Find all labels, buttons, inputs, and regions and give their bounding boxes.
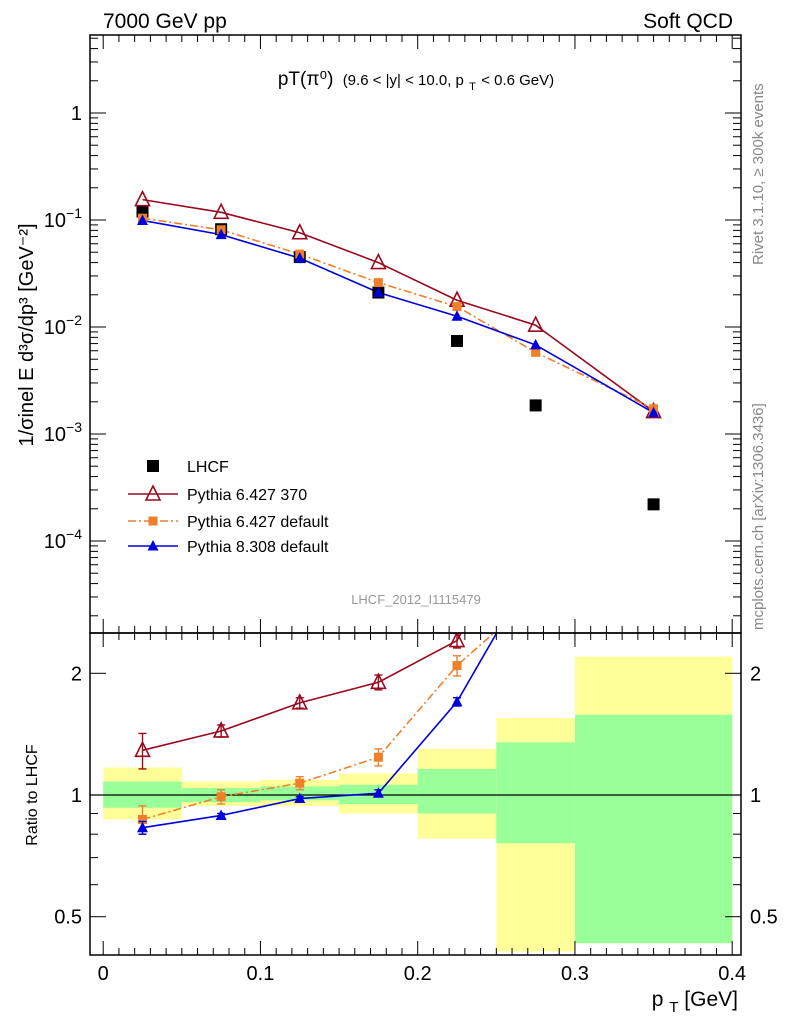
data-point [212,202,230,220]
data-point [144,484,162,501]
data-point [647,436,661,450]
x-axis-label: p T [GeV] [652,988,738,1017]
data-point [147,460,159,472]
ratio-y-tick-label-right: 1 [750,785,761,807]
data-point [530,338,542,350]
source-label: mcplots.cern.ch [arXiv:1306.3436] [750,403,767,630]
data-point [531,592,540,601]
data-point [134,189,151,207]
x-tick-label: 0.3 [561,963,589,985]
ratio-y-tick-label-right: 2 [750,663,761,685]
y-tick-label: 10−2 [44,312,82,339]
uncertainty-band-inner [417,768,497,814]
legend-label: Pythia 6.427 370 [187,487,307,504]
data-point [529,485,543,499]
ratio-y-tick-label: 2 [71,663,82,685]
plot-title-cuts-end: < 0.6 GeV) [481,72,554,89]
data-point [134,740,151,758]
data-point [451,334,464,347]
legend: LHCF Pythia 6.427 370 Pythia 6.427 default… [128,459,329,556]
data-point [648,442,659,453]
data-point [373,278,383,288]
x-tick-label: 0 [98,963,109,985]
data-point [215,809,227,820]
data-point [215,228,227,240]
data-point [648,406,660,418]
process-label: Soft QCD [643,10,733,33]
data-point [148,516,158,526]
plot-title-cuts: (9.6 < |y| < 10.0, p [343,72,464,89]
data-point [291,222,309,240]
data-point [294,792,306,804]
uncertainty-band-inner [574,714,733,944]
y-tick-label: 10−4 [44,526,82,553]
rivet-label: Rivet 3.1.10, ≥ 300k events [750,83,767,265]
data-point [291,693,309,710]
y-tick-label: 10−1 [44,205,82,232]
ratio-y-tick-label: 1 [71,785,82,807]
main-plot: 1 10−1 10−2 10−3 10−4 pT(π⁰) (9.6 < |y| < 10… [16,34,742,634]
x-tick-label: 0.2 [404,963,432,985]
y-axis-label: 1/σinel E d³σ/dp³ [GeV⁻²] [16,223,38,446]
series-line [142,217,654,410]
ratio-y-label: Ratio to LHCF [24,744,41,846]
data-point [372,787,384,798]
legend-label: LHCF [187,459,229,476]
ratio-y-tick-label: 0.5 [54,907,82,929]
y-tick-label: 1 [71,103,82,125]
series-line [142,198,655,413]
data-point [370,252,387,270]
x-axis-label-unit: [GeV] [684,988,738,1011]
data-point [373,752,383,762]
ratio-plot-frame [89,632,742,956]
data-point [295,778,305,788]
data-point [294,252,306,263]
uncertainty-band-inner [496,742,575,844]
ratio-plot: 0.5 0.5 1 1 2 2 0 0.1 0.2 0.3 0.4 Ratio to LHCF p … [24,430,778,1017]
data-point [147,540,159,551]
legend-label: Pythia 6.427 default [187,514,329,531]
ratio-y-tick-label-right: 0.5 [750,907,778,929]
data-point [370,672,387,690]
data-point [451,310,463,321]
x-tick-label: 0.1 [247,963,275,985]
x-tick-label: 0.4 [718,963,746,985]
x-axis-label-sub: T [669,999,678,1016]
data-point [137,214,149,225]
data-point [531,347,541,357]
data-point [212,721,230,738]
energy-label: 7000 GeV pp [103,10,227,33]
data-point [216,792,226,802]
legend-label: Pythia 8.308 default [187,539,329,556]
data-point [452,661,462,671]
data-point [530,559,541,570]
plot-title: pT(π⁰) (9.6 < |y| < 10.0, p T < 0.6 GeV) [278,69,554,95]
analysis-id: LHCF_2012_I1115479 [351,592,481,607]
data-point [647,498,660,511]
plot-title-cuts-sub: T [469,81,476,93]
x-axis-label-main: p [652,988,664,1011]
plot-title-main: pT(π⁰) [278,69,334,90]
data-point [451,695,463,707]
data-point [137,821,149,833]
data-point [452,302,462,312]
data-point [372,286,384,298]
data-point [138,814,148,824]
series-line [142,219,654,414]
data-point [448,633,466,648]
y-tick-label: 10−3 [44,419,82,446]
data-point [649,430,658,439]
data-point [527,315,544,332]
data-point [529,399,542,412]
